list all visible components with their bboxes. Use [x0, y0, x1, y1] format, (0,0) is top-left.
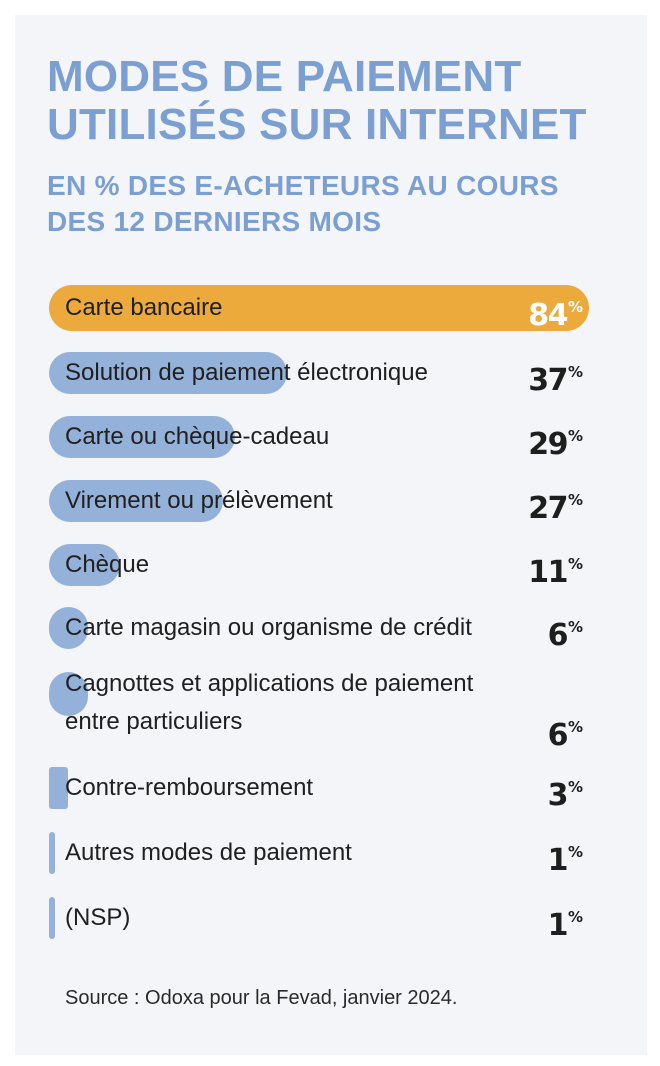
- bar-label: Solution de paiement électronique: [65, 359, 428, 386]
- bar-value-label: 29%: [528, 427, 583, 462]
- bar-value-label: 1%: [547, 908, 583, 943]
- bar-row: Contre-remboursement 3%: [15, 765, 647, 813]
- bar-row: Carte magasin ou organisme de crédit 6%: [15, 605, 647, 653]
- bar-value-label: 3%: [547, 778, 583, 813]
- bar-label: Cagnottes et applications de paiement: [65, 670, 474, 697]
- bar-value-label: 6%: [547, 618, 583, 653]
- bar: [49, 480, 223, 522]
- source-note: Source : Odoxa pour la Fevad, janvier 20…: [65, 987, 458, 1009]
- bar-label: Autres modes de paiement: [65, 839, 352, 866]
- bar-value-label: 6%: [547, 718, 583, 753]
- bar-label: Carte bancaire: [65, 294, 223, 321]
- bar-value-label: 37%: [528, 363, 583, 398]
- bar-label: Contre-remboursement: [65, 774, 314, 801]
- chart-title: MODES DE PAIEMENT UTILISÉS SUR INTERNET: [47, 53, 587, 149]
- bar: [49, 607, 88, 649]
- bar: [49, 352, 287, 394]
- bar: [49, 832, 55, 874]
- bar-label: entre particuliers: [65, 708, 243, 735]
- bar-label: Carte magasin ou organisme de crédit: [65, 614, 472, 641]
- bar: [49, 544, 120, 586]
- chart-title-line-1: MODES DE PAIEMENT: [47, 52, 522, 101]
- bar-row: Carte bancaire 84%: [15, 285, 647, 331]
- bar-highlight: [49, 285, 589, 331]
- bar-label: (NSP): [65, 904, 131, 931]
- bar-row: Carte ou chèque-cadeau 29%: [15, 414, 647, 462]
- bar-label: Carte ou chèque-cadeau: [65, 423, 330, 450]
- bar-row: Autres modes de paiement 1%: [15, 830, 647, 878]
- bar-value-label: 1%: [547, 843, 583, 878]
- bar-value-label: 11%: [528, 555, 583, 590]
- bar-label: Chèque: [65, 551, 150, 578]
- bar-row: Virement ou prélèvement 27%: [15, 478, 647, 526]
- bar: [49, 897, 55, 939]
- bar: [49, 416, 235, 458]
- bar-value-label: 84%: [528, 298, 583, 333]
- chart-subtitle-line-1: EN % DES E-ACHETEURS AU COURS: [47, 170, 559, 201]
- bar-row: Cagnottes et applications de paiement ent…: [15, 670, 647, 753]
- bar-row: Chèque 11%: [15, 542, 647, 590]
- chart-subtitle: EN % DES E-ACHETEURS AU COURS DES 12 DER…: [47, 168, 559, 240]
- chart-card: MODES DE PAIEMENT UTILISÉS SUR INTERNET …: [15, 15, 647, 1055]
- bar-label: Virement ou prélèvement: [65, 487, 333, 514]
- chart-title-line-2: UTILISÉS SUR INTERNET: [47, 100, 587, 149]
- chart-subtitle-line-2: DES 12 DERNIERS MOIS: [47, 206, 382, 237]
- bar-value-label: 27%: [528, 491, 583, 526]
- bar: [49, 767, 68, 809]
- bar-row: Solution de paiement électronique 37%: [15, 350, 647, 398]
- bar: [49, 672, 88, 716]
- bar-row: (NSP) 1%: [15, 895, 647, 943]
